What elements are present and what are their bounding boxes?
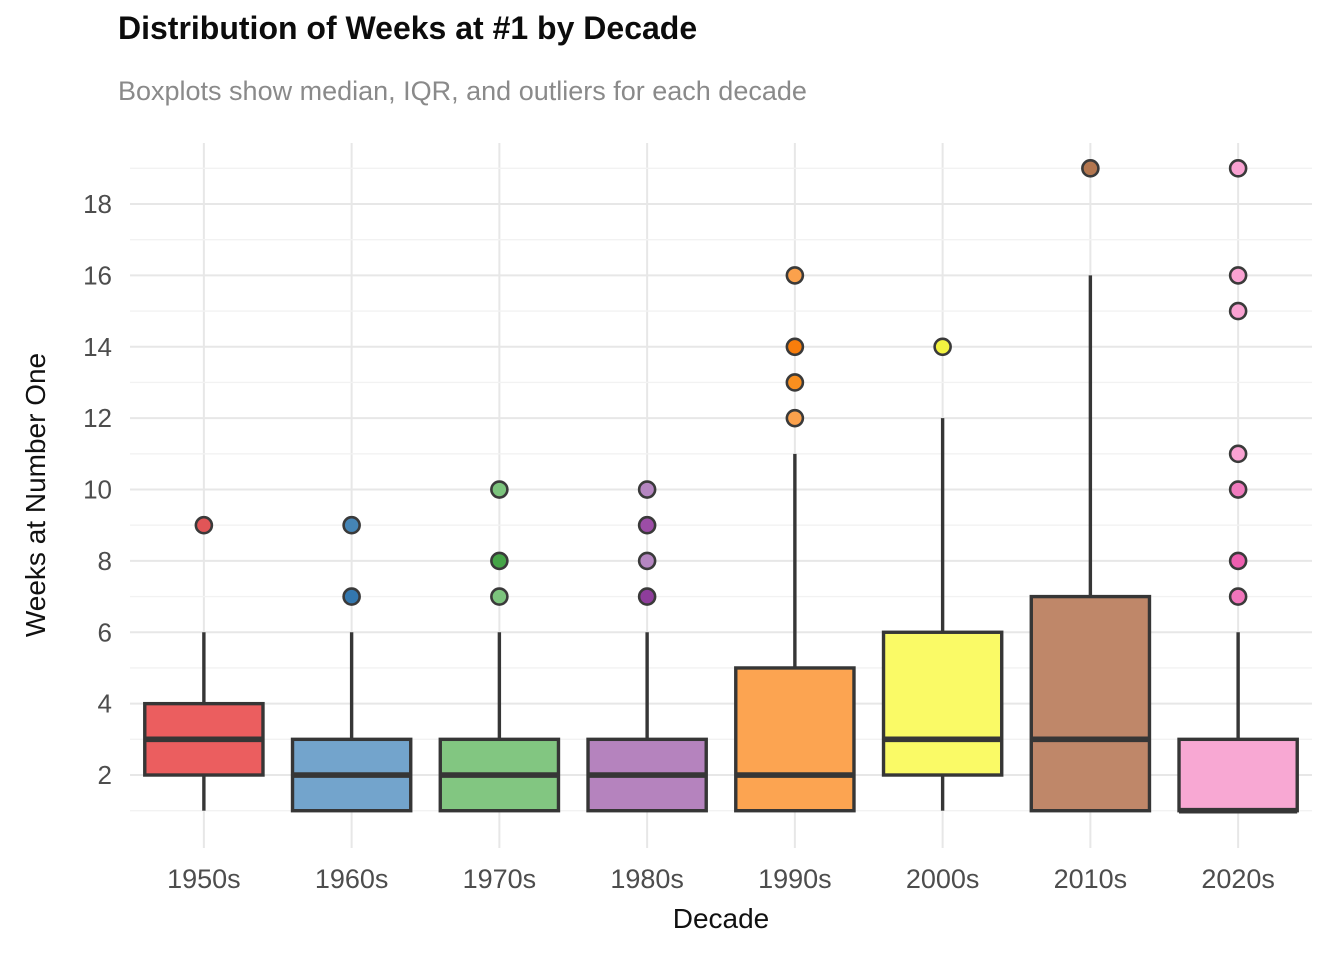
outlier-dot [490, 587, 509, 606]
outlier-dot [933, 337, 952, 357]
x-tick-label: 1990s [758, 864, 832, 894]
chart-title: Distribution of Weeks at #1 by Decade [118, 10, 698, 46]
iqr-box [881, 630, 1004, 777]
y-tick-label: 12 [83, 403, 112, 433]
boxplot-1980s [586, 480, 708, 813]
outlier-dot [490, 551, 509, 571]
outlier-dot [637, 587, 657, 606]
x-tick-label: 2010s [1054, 864, 1128, 894]
outlier-dot [490, 480, 509, 499]
chart-subtitle: Boxplots show median, IQR, and outliers … [118, 76, 807, 106]
x-tick-label: 1980s [610, 864, 684, 894]
outlier-dot [1228, 444, 1248, 464]
outlier-dot [637, 480, 657, 499]
y-tick-label: 16 [83, 260, 112, 290]
outlier-dot [1228, 587, 1248, 606]
boxplot-1950s [143, 515, 265, 811]
outlier-dot [342, 587, 361, 606]
y-tick-label: 18 [83, 189, 112, 219]
outlier-dot [785, 373, 805, 392]
x-tick-label: 1960s [315, 864, 389, 894]
y-tick-label: 14 [83, 332, 112, 362]
y-tick-label: 10 [83, 475, 112, 505]
y-tick-label: 2 [98, 760, 112, 790]
outlier-dot [785, 266, 805, 285]
boxplot-1960s [290, 515, 413, 813]
boxplot-1990s [734, 266, 856, 813]
x-tick-label: 1950s [167, 864, 241, 894]
outlier-dot [1228, 301, 1248, 321]
boxplot-2010s [1029, 159, 1152, 813]
outlier-dot [1228, 480, 1248, 499]
outlier-dot [637, 515, 657, 535]
y-tick-label: 8 [98, 546, 112, 576]
outlier-dot [785, 408, 805, 428]
outlier-dot [1228, 266, 1248, 285]
y-axis-title: Weeks at Number One [20, 352, 51, 638]
x-axis-title: Decade [672, 903, 770, 934]
y-tick-label: 4 [98, 689, 112, 719]
outlier-dot [1228, 159, 1248, 178]
y-tick-label: 6 [98, 617, 112, 647]
outlier-dot [194, 515, 214, 535]
x-tick-label: 1970s [463, 864, 537, 894]
iqr-box [1177, 737, 1299, 813]
boxplot-2020s [1177, 159, 1299, 814]
outlier-dot [637, 551, 657, 571]
iqr-box [734, 666, 856, 813]
iqr-box [1029, 594, 1152, 813]
boxplot-1970s [438, 480, 561, 813]
outlier-dot [785, 337, 805, 357]
x-tick-label: 2000s [906, 864, 980, 894]
outlier-dot [1228, 551, 1248, 571]
x-tick-label: 2020s [1201, 864, 1275, 894]
outlier-dot [1081, 159, 1100, 178]
outlier-dot [342, 515, 361, 535]
boxplot-2000s [881, 337, 1004, 811]
